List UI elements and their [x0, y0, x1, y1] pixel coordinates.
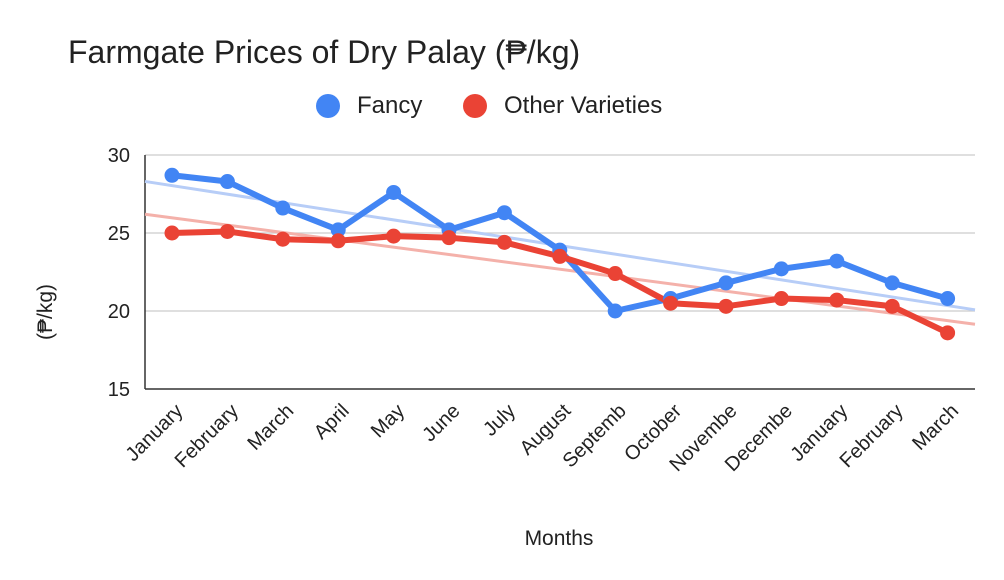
data-point-other-varieties[interactable]	[386, 228, 402, 244]
gridlines	[145, 154, 975, 390]
data-point-other-varieties[interactable]	[607, 266, 623, 282]
data-point-fancy[interactable]	[607, 303, 623, 319]
data-point-other-varieties[interactable]	[441, 230, 457, 246]
y-axis-ticks: 15 20 25 30	[108, 145, 130, 401]
legend: Fancy Other Varieties	[0, 88, 1004, 124]
data-point-other-varieties[interactable]	[330, 233, 346, 249]
x-tick-label: March	[243, 400, 298, 455]
data-point-other-varieties[interactable]	[663, 295, 679, 311]
data-points	[164, 167, 956, 341]
x-tick-label: July	[479, 400, 520, 441]
data-point-fancy[interactable]	[330, 222, 346, 238]
legend-label-fancy: Fancy	[357, 92, 423, 119]
x-axis-title: Months	[525, 527, 594, 550]
y-tick-label: 25	[108, 223, 130, 245]
data-point-other-varieties[interactable]	[829, 292, 845, 308]
data-point-other-varieties[interactable]	[219, 223, 235, 239]
data-point-other-varieties[interactable]	[164, 225, 180, 241]
chart-title: Farmgate Prices of Dry Palay (₱/kg)	[68, 34, 581, 70]
data-point-other-varieties[interactable]	[718, 298, 734, 314]
data-point-other-varieties[interactable]	[275, 231, 291, 247]
x-tick-label: May	[367, 400, 409, 442]
data-point-fancy[interactable]	[829, 253, 845, 269]
data-point-fancy[interactable]	[275, 200, 291, 216]
legend-label-other-varieties: Other Varieties	[504, 92, 663, 119]
data-point-other-varieties[interactable]	[773, 291, 789, 307]
data-point-other-varieties[interactable]	[940, 325, 956, 341]
data-point-fancy[interactable]	[940, 291, 956, 307]
data-point-fancy[interactable]	[164, 167, 180, 183]
y-tick-label: 30	[108, 145, 130, 167]
legend-swatch-fancy	[316, 94, 340, 118]
data-point-fancy[interactable]	[884, 275, 900, 291]
legend-swatch-other-varieties	[463, 94, 487, 118]
data-point-fancy[interactable]	[718, 275, 734, 291]
legend-item-fancy[interactable]: Fancy	[316, 88, 422, 124]
data-point-other-varieties[interactable]	[552, 248, 568, 264]
legend-item-other-varieties[interactable]: Other Varieties	[463, 88, 662, 124]
data-point-fancy[interactable]	[386, 184, 402, 200]
x-tick-label: April	[310, 400, 354, 444]
y-tick-label: 15	[108, 379, 130, 401]
y-tick-label: 20	[108, 301, 130, 323]
data-point-fancy[interactable]	[219, 174, 235, 190]
data-point-fancy[interactable]	[496, 205, 512, 221]
data-point-other-varieties[interactable]	[884, 298, 900, 314]
y-axis-title: (₱/kg)	[34, 284, 57, 340]
x-tick-label: June	[418, 400, 464, 446]
data-point-other-varieties[interactable]	[496, 234, 512, 250]
x-tick-label: March	[908, 400, 963, 455]
data-point-fancy[interactable]	[773, 261, 789, 277]
